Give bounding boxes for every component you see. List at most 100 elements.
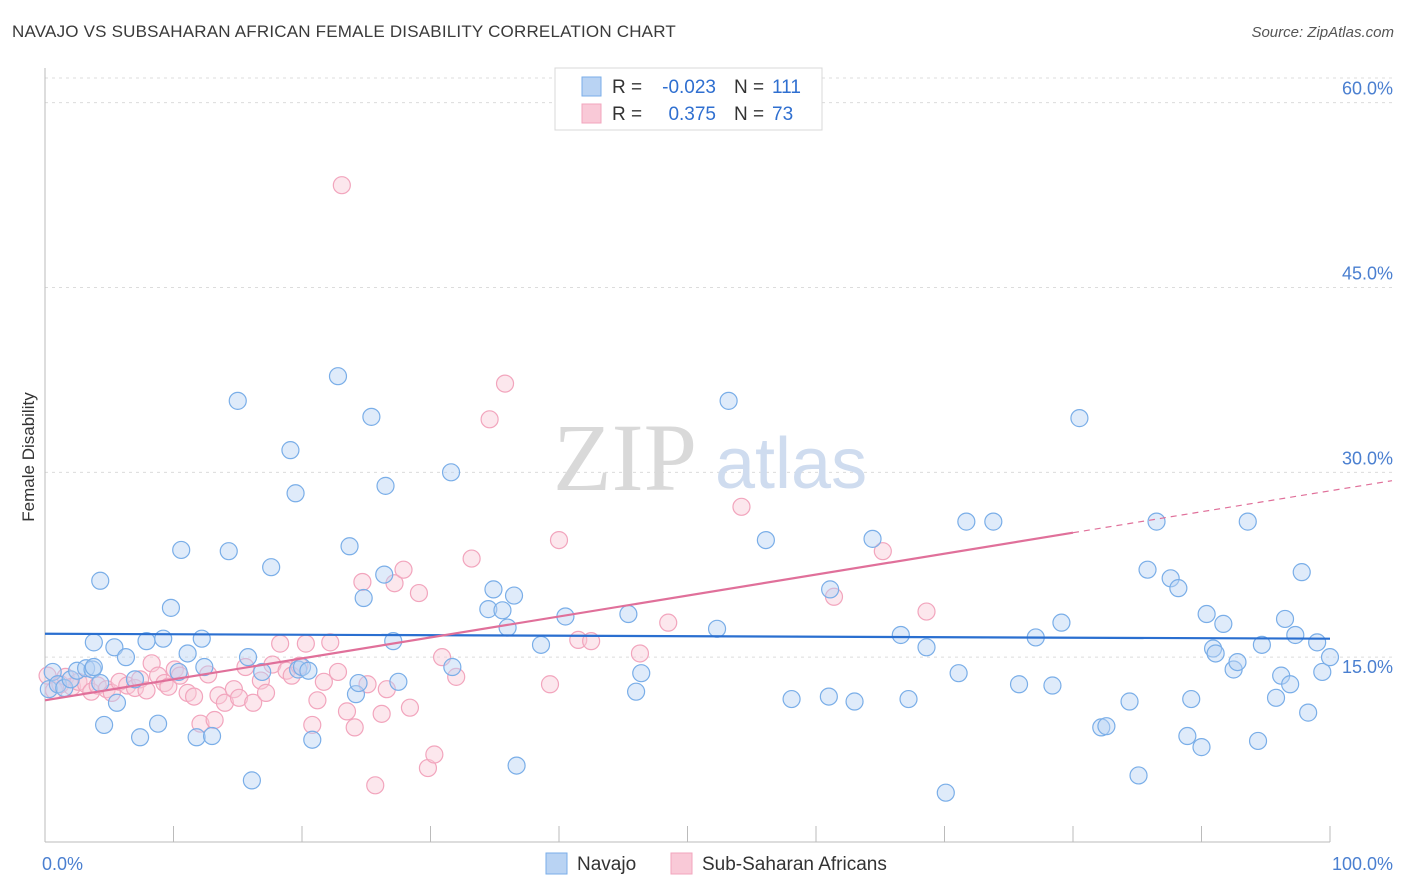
legend-n-label-navajo: N = [734, 77, 764, 98]
navajo-point [1052, 613, 1071, 632]
navajo-point [346, 685, 366, 704]
x-tick-label: 100.0% [1332, 854, 1393, 874]
navajo-point [242, 771, 261, 790]
navajo-point [936, 783, 955, 802]
navajo-point [1097, 717, 1116, 736]
ssa-point [184, 687, 204, 706]
ssa-point [224, 680, 243, 699]
ssa-point [630, 644, 650, 663]
navajo-point [262, 558, 281, 577]
navajo-point [91, 673, 110, 693]
navajo-point [1308, 633, 1327, 652]
navajo-point [375, 565, 394, 584]
navajo-point [479, 600, 498, 619]
navajo-point [1203, 639, 1223, 658]
legend-n-value-ssa: 73 [772, 104, 793, 125]
navajo-point [821, 580, 840, 599]
navajo-point [917, 638, 936, 657]
ssa-point [540, 675, 560, 694]
series-legend: Navajo Sub-Saharan Africans [545, 852, 887, 875]
ssa-point [337, 702, 357, 721]
navajo-point [957, 512, 976, 531]
navajo-point [1275, 609, 1295, 629]
ssa-point [205, 710, 224, 730]
ssa-point [303, 715, 322, 735]
navajo-point [1214, 614, 1233, 633]
ssa-point [495, 374, 515, 393]
ssa-point [256, 683, 276, 702]
x-tick-label: 0.0% [42, 854, 83, 874]
ssa-point [480, 410, 499, 429]
navajo-point [782, 689, 801, 709]
y-tick-label: 60.0% [1342, 79, 1393, 99]
ssa-point [244, 693, 263, 712]
navajo-point [1266, 688, 1286, 707]
navajo-point [845, 692, 864, 711]
navajo-point [192, 629, 211, 648]
ssa-point [345, 718, 364, 737]
bottom-legend-swatch-navajo [545, 852, 568, 875]
navajo-point [626, 682, 646, 701]
navajo-point [286, 484, 305, 503]
navajo-point [84, 633, 103, 652]
navajo-point [125, 670, 145, 689]
axes [44, 68, 1331, 843]
navajo-point [161, 598, 181, 617]
navajo-point [95, 715, 114, 735]
navajo-point [484, 580, 503, 599]
ssa-point [296, 634, 315, 653]
navajo-point [984, 512, 1003, 531]
navajo-point [1070, 409, 1089, 428]
navajo-point [1009, 675, 1029, 694]
ssa-trend-extension [1072, 480, 1393, 534]
navajo-point [202, 726, 222, 746]
grid-lines [45, 77, 1392, 658]
navajo-point [84, 657, 103, 677]
navajo-point [443, 657, 462, 677]
watermark-atlas: atlas [715, 424, 867, 504]
bottom-legend-swatch-ssa [670, 852, 693, 875]
navajo-point [504, 586, 524, 605]
ssa-point [372, 704, 391, 723]
navajo-point [148, 714, 168, 733]
navajo-point [1192, 738, 1211, 757]
ssa-point [366, 776, 385, 795]
navajo-point [178, 644, 197, 663]
navajo-point [130, 728, 150, 747]
bottom-legend-label-navajo: Navajo [577, 854, 636, 875]
ssa-point [229, 688, 249, 707]
ssa-point [425, 745, 444, 764]
watermark-zip: ZIP [553, 404, 697, 511]
navajo-point [1320, 648, 1340, 667]
navajo-point [253, 662, 272, 682]
navajo-point [1043, 676, 1062, 695]
trend-lines [44, 480, 1393, 702]
ssa-point [88, 676, 107, 695]
navajo-point [493, 601, 512, 620]
navajo-point [1178, 726, 1197, 746]
navajo-point [891, 625, 910, 645]
ssa-trend-line [44, 531, 1074, 702]
ssa-point [209, 686, 228, 705]
legend-swatch-ssa [581, 103, 602, 124]
legend-r-value-ssa: 0.375 [668, 104, 716, 125]
navajo-point [619, 604, 638, 624]
ssa-point [447, 667, 466, 686]
navajo-point [354, 588, 373, 608]
ssa-point [159, 677, 178, 696]
navajo-point [1197, 604, 1216, 624]
navajo-point [1299, 703, 1318, 722]
navajo-point [228, 391, 247, 410]
navajo-point [1313, 662, 1332, 682]
ssa-point [314, 672, 333, 691]
navajo-point [77, 659, 96, 678]
legend-n-value-navajo: 111 [772, 77, 801, 98]
navajo-point [299, 661, 318, 680]
y-tick-label: 15.0% [1342, 657, 1393, 677]
navajo-point [238, 648, 258, 667]
navajo-point [1161, 569, 1180, 588]
navajo-point [1169, 579, 1188, 598]
ssa-point [353, 572, 372, 592]
ssa-point [659, 613, 678, 632]
